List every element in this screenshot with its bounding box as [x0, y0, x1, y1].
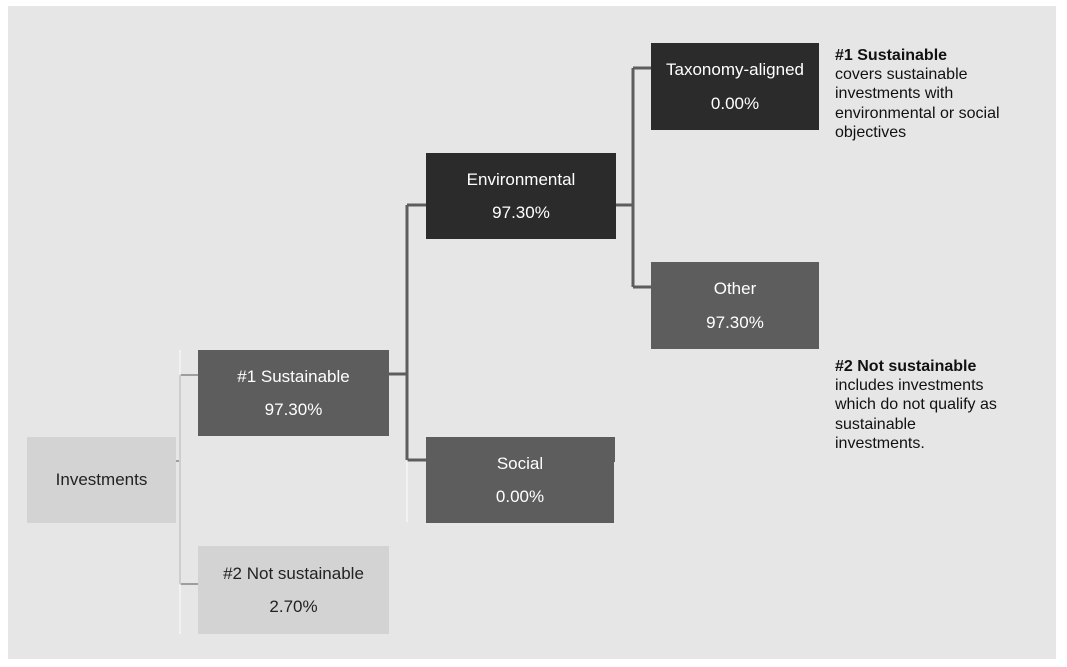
node-other-label: Other: [713, 279, 757, 299]
node-taxonomy-aligned-value: 0.00%: [710, 93, 760, 113]
node-social: Social 0.00%: [426, 437, 614, 523]
diagram-panel: [8, 6, 1056, 659]
node-environmental-label: Environmental: [466, 169, 576, 189]
note-not-sustainable: #2 Not sustainable includes investments …: [835, 357, 1005, 453]
node-other: Other 97.30%: [651, 262, 819, 349]
node-not-sustainable: #2 Not sustainable 2.70%: [198, 546, 389, 634]
node-taxonomy-aligned: Taxonomy-aligned 0.00%: [651, 43, 819, 130]
node-taxonomy-aligned-label: Taxonomy-aligned: [666, 60, 804, 80]
node-social-label: Social: [496, 453, 544, 473]
node-other-value: 97.30%: [706, 312, 764, 332]
node-sustainable-label: #1 Sustainable: [237, 366, 350, 386]
node-not-sustainable-label: #2 Not sustainable: [223, 563, 364, 583]
note-sustainable-title: #1 Sustainable: [835, 47, 948, 64]
node-sustainable: #1 Sustainable 97.30%: [198, 350, 389, 436]
note-not-sustainable-text: includes investments which do not qualif…: [835, 377, 997, 452]
node-environmental-value: 97.30%: [492, 203, 550, 222]
node-environmental: Environmental 97.30%: [426, 153, 616, 239]
node-sustainable-value: 97.30%: [264, 400, 323, 419]
node-social-value: 0.00%: [495, 487, 545, 506]
node-investments: Investments: [27, 437, 176, 523]
note-not-sustainable-title: #2 Not sustainable: [835, 358, 977, 375]
node-not-sustainable-value: 2.70%: [269, 597, 318, 616]
note-sustainable-text: covers sustainable investments with envi…: [835, 66, 1000, 141]
node-investments-label: Investments: [55, 470, 148, 490]
note-sustainable: #1 Sustainable covers sustainable invest…: [835, 46, 1010, 142]
